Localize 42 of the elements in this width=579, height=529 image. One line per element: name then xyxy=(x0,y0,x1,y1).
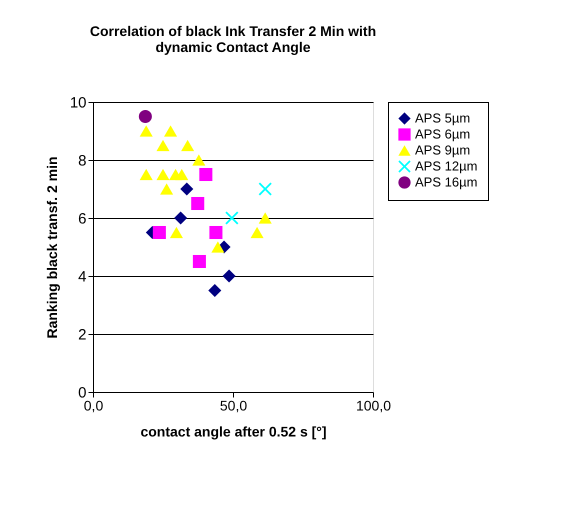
y-tick-label: 0 xyxy=(78,384,86,402)
y-axis-title: Ranking black transf. 2 min xyxy=(44,156,60,339)
point xyxy=(250,226,264,238)
point xyxy=(222,269,236,283)
chart-title: Correlation of black Ink Transfer 2 Min with dynamic Contact Angle xyxy=(90,23,376,55)
point xyxy=(258,182,272,196)
point xyxy=(225,211,238,225)
point xyxy=(191,196,204,210)
point xyxy=(258,212,272,224)
x-axis-title: contact angle after 0.52 s [°] xyxy=(140,424,327,440)
point xyxy=(209,226,222,240)
point xyxy=(180,182,194,196)
point xyxy=(208,284,222,298)
point xyxy=(175,168,188,180)
legend-label: APS 6µm xyxy=(415,126,470,142)
y-tick-label: 6 xyxy=(78,210,86,228)
point xyxy=(192,254,206,268)
point xyxy=(164,125,178,137)
legend-label: APS 16µm xyxy=(415,174,478,190)
legend-label: APS 5µm xyxy=(415,110,470,126)
point xyxy=(156,140,170,152)
point xyxy=(140,168,153,180)
y-tick-label: 2 xyxy=(78,326,86,344)
point xyxy=(152,226,166,240)
point xyxy=(174,211,188,225)
y-tick-label: 8 xyxy=(78,152,86,170)
x-tick-label: 0,0 xyxy=(84,398,104,414)
x-tick-label: 50,0 xyxy=(220,398,248,414)
point xyxy=(192,154,206,166)
point xyxy=(156,168,170,180)
x-tick-label: 100,0 xyxy=(356,398,392,414)
point xyxy=(181,140,194,152)
y-tick-label: 10 xyxy=(70,94,86,112)
point xyxy=(138,110,152,124)
point xyxy=(140,125,153,137)
y-tick-label: 4 xyxy=(78,268,86,286)
point xyxy=(160,183,174,195)
point xyxy=(170,226,183,238)
point xyxy=(199,168,212,182)
legend-label: APS 12µm xyxy=(415,158,478,174)
point xyxy=(211,241,224,253)
legend-label: APS 9µm xyxy=(415,142,470,158)
